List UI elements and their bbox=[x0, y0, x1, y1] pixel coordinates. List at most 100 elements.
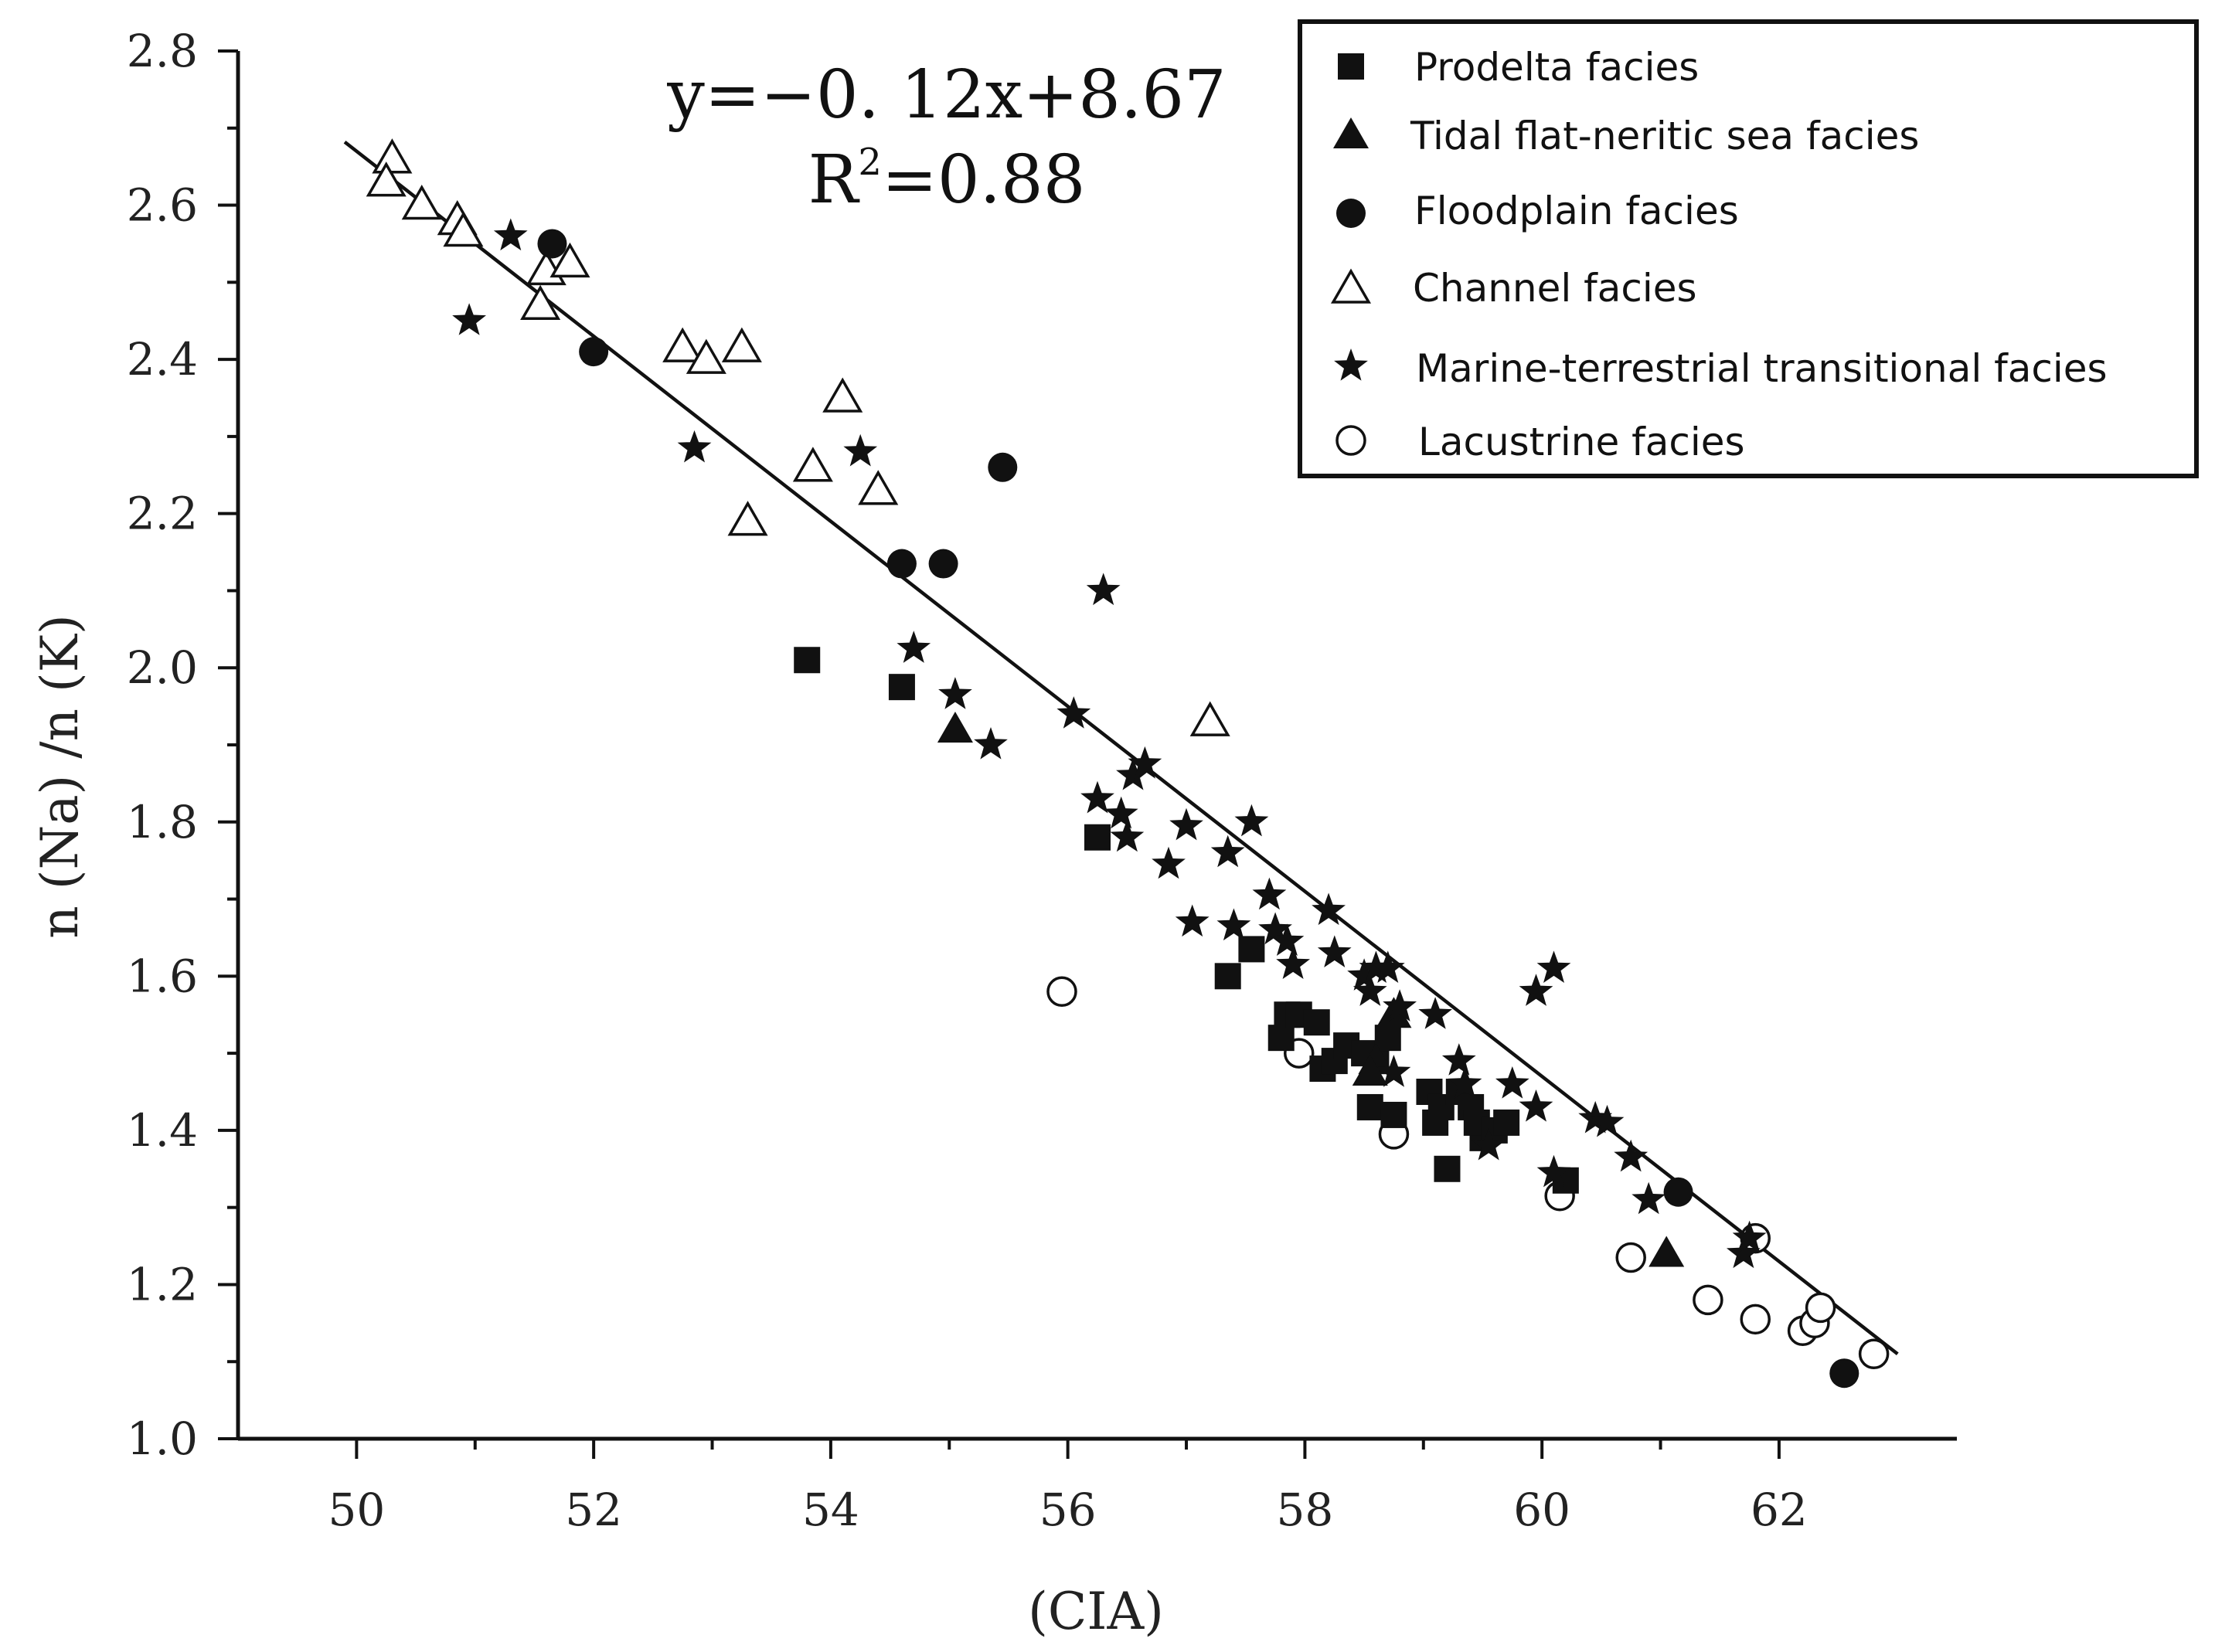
y-tick-label: 2.6 bbox=[127, 179, 198, 232]
data-point-circle-open bbox=[1858, 1338, 1890, 1369]
data-point-star bbox=[1276, 947, 1310, 979]
data-point-square bbox=[888, 674, 915, 701]
y-tick-label: 2.2 bbox=[127, 488, 198, 540]
data-point-circle bbox=[1829, 1358, 1859, 1389]
data-point-star bbox=[938, 677, 972, 709]
data-point-star bbox=[677, 430, 712, 463]
data-point-star bbox=[1128, 746, 1162, 779]
data-point-star bbox=[1169, 807, 1203, 841]
data-point-star bbox=[843, 433, 878, 467]
data-point-star bbox=[1519, 974, 1553, 1006]
x-tick-label: 58 bbox=[1277, 1484, 1334, 1536]
data-point-circle bbox=[579, 337, 609, 367]
y-axis-title: n (Na) /n (K) bbox=[30, 614, 90, 939]
data-point-star bbox=[1472, 1127, 1506, 1161]
data-point-triangle-open bbox=[549, 242, 590, 278]
data-point-star bbox=[1270, 923, 1305, 956]
data-point-star bbox=[1519, 1089, 1553, 1122]
data-point-square bbox=[1356, 1093, 1383, 1120]
series-circle-open bbox=[1046, 976, 1890, 1369]
data-point-star bbox=[1347, 958, 1381, 991]
data-point-triangle-open bbox=[520, 284, 561, 321]
data-point-square bbox=[1214, 963, 1241, 990]
data-points bbox=[366, 138, 1890, 1389]
y-tick-label: 1.4 bbox=[127, 1104, 198, 1157]
data-point-circle bbox=[886, 549, 917, 579]
data-point-star bbox=[1104, 796, 1138, 829]
data-point-triangle-open bbox=[443, 211, 484, 247]
data-point-triangle-open bbox=[1189, 701, 1230, 736]
data-point-triangle bbox=[1648, 1236, 1685, 1267]
data-point-star bbox=[1590, 1104, 1625, 1137]
legend-marker-circle bbox=[1336, 199, 1366, 228]
data-point-star bbox=[1352, 974, 1387, 1006]
data-point-square bbox=[1303, 1009, 1330, 1036]
data-point-square bbox=[1084, 824, 1111, 851]
data-point-circle bbox=[928, 549, 958, 579]
data-point-triangle bbox=[937, 712, 973, 743]
data-point-triangle-open bbox=[686, 338, 726, 374]
data-point-star bbox=[1086, 573, 1121, 606]
data-point-star bbox=[1383, 989, 1417, 1021]
x-tick-label: 54 bbox=[802, 1484, 859, 1536]
legend-label-channel: Channel facies bbox=[1413, 266, 1697, 311]
data-point-star bbox=[1614, 1139, 1648, 1172]
data-point-star bbox=[1312, 892, 1346, 926]
legend-markers bbox=[1330, 53, 1372, 456]
data-point-star bbox=[1536, 950, 1571, 983]
data-point-star bbox=[1376, 1055, 1411, 1087]
data-point-star bbox=[1631, 1181, 1666, 1215]
data-point-star bbox=[1210, 834, 1245, 868]
legend-marker-triangle bbox=[1333, 117, 1369, 148]
data-point-triangle-open bbox=[822, 377, 863, 413]
legend-label-lacustrine: Lacustrine facies bbox=[1418, 420, 1745, 464]
data-point-star bbox=[974, 727, 1008, 760]
x-axis-title: (CIA) bbox=[1028, 1582, 1164, 1641]
data-point-triangle-open bbox=[858, 470, 899, 505]
series-circle bbox=[537, 229, 1859, 1389]
r-squared-superscript: 2 bbox=[858, 141, 882, 184]
data-point-circle-open bbox=[1615, 1242, 1646, 1273]
legend-marker-star bbox=[1334, 348, 1368, 381]
data-point-star bbox=[1152, 846, 1186, 879]
y-tick-label: 1.6 bbox=[127, 950, 198, 1002]
series-triangle-open bbox=[366, 138, 1230, 736]
data-point-triangle bbox=[1352, 1055, 1388, 1086]
data-point-circle bbox=[537, 229, 567, 259]
data-point-triangle-open bbox=[727, 501, 768, 536]
y-tick-label: 1.8 bbox=[127, 796, 198, 848]
data-point-circle-open bbox=[1046, 976, 1077, 1008]
data-point-square bbox=[1493, 1109, 1520, 1136]
data-point-star bbox=[1495, 1066, 1529, 1099]
data-point-circle-open bbox=[1740, 1304, 1771, 1335]
data-point-triangle-open bbox=[721, 327, 762, 362]
data-point-star bbox=[1080, 780, 1114, 814]
data-point-square bbox=[1374, 1025, 1401, 1052]
y-tick-label: 1.0 bbox=[127, 1412, 198, 1465]
data-point-star bbox=[1056, 696, 1091, 729]
data-point-star bbox=[1370, 950, 1405, 983]
data-point-star bbox=[1234, 804, 1269, 837]
legend: Prodelta facies Tidal flat-neritic sea f… bbox=[1298, 19, 2199, 478]
series-square bbox=[794, 647, 1579, 1194]
data-point-star bbox=[897, 631, 931, 663]
series-star bbox=[452, 218, 1767, 1269]
data-point-triangle-open bbox=[372, 138, 413, 174]
data-point-star bbox=[1216, 908, 1251, 941]
data-point-triangle-open bbox=[401, 185, 442, 220]
r-squared-value: =0.88 bbox=[882, 141, 1086, 219]
data-point-star bbox=[1175, 904, 1210, 937]
data-point-star bbox=[1448, 1066, 1482, 1099]
data-point-square bbox=[1380, 1101, 1407, 1128]
x-tick-label: 50 bbox=[328, 1484, 385, 1536]
data-point-circle-open bbox=[1805, 1292, 1836, 1324]
axes: 50 52 54 56 58 60 62 1.0 1.2 1.4 1.6 1.8 2.0 2.2 2.4 2.… bbox=[127, 25, 1957, 1536]
data-point-star bbox=[1317, 935, 1352, 967]
data-point-triangle-open bbox=[792, 447, 833, 482]
data-point-star bbox=[1727, 1236, 1761, 1269]
data-point-star bbox=[1441, 1043, 1476, 1076]
legend-label-tidal-flat: Tidal flat-neritic sea facies bbox=[1410, 114, 1919, 158]
legend-label-floodplain: Floodplain facies bbox=[1414, 189, 1739, 233]
r-squared-prefix: R bbox=[808, 141, 860, 219]
